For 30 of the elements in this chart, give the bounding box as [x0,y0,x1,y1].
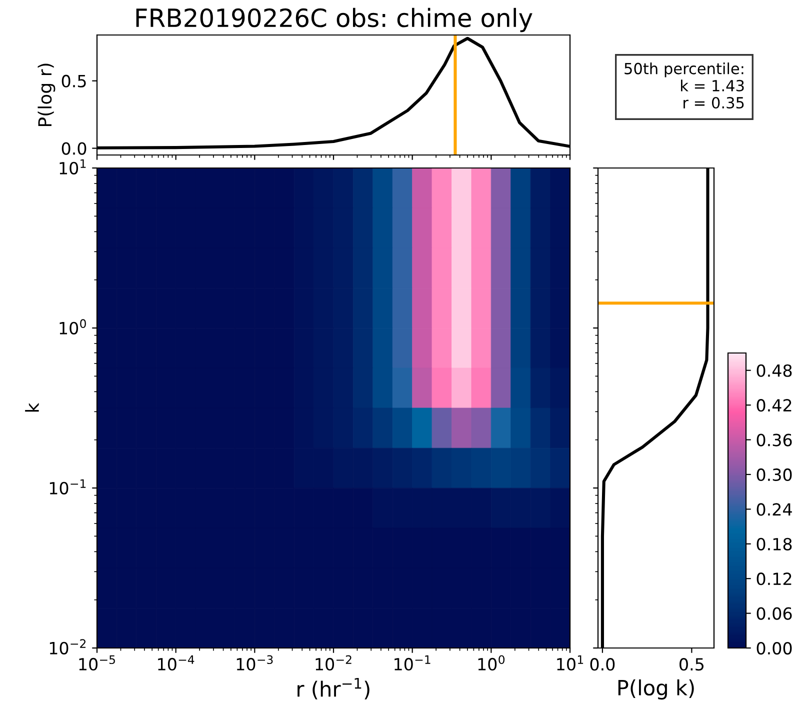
x-axis-title: P(log k) [618,679,694,700]
x-tick-label: 10$^{1}$ [557,655,584,671]
color-bar-label: 0.06 [756,607,792,620]
color-bar-label: 0.48 [756,364,792,377]
y-axis-title: P(log r) [38,64,56,126]
x-tick-label: 10$^{−3}$ [236,655,273,670]
y-tick-label: 10$^{−1}$ [50,479,86,494]
color-bar-label: 0.42 [756,399,792,412]
x-axis-title: r (hr$^{−1}$) [298,678,370,700]
y-tick-label: 10$^{1}$ [60,159,86,174]
color-bar-label: 0.30 [756,468,792,482]
color-bar-label: 0.36 [756,434,792,446]
color-bar-label: 0.24 [756,503,792,516]
x-tick-label: 0.5 [680,658,704,671]
x-tick-label: 10$^{0}$ [478,655,505,670]
color-bar-label: 0.00 [756,642,792,655]
text: 50th percentile: k = 1.43 r = 0.35 [624,62,744,109]
y-tick-label: 0.0 [62,142,86,155]
color-bar-label: 0.12 [756,572,792,586]
x-tick-label: 10$^{−5}$ [79,655,115,671]
chart-title: FRB20190226C obs: chime only [136,8,532,32]
x-tick-label: 0.0 [590,658,615,671]
y-tick-label: 0.5 [62,74,86,88]
x-tick-label: 10$^{−2}$ [316,655,352,670]
y-tick-label: 10$^{−2}$ [50,639,86,654]
y-tick-label: 10$^{0}$ [60,319,86,334]
x-tick-label: 10$^{−1}$ [394,655,430,671]
x-tick-label: 10$^{−4}$ [158,655,194,671]
y-axis-title: k [25,402,39,412]
color-bar-label: 0.18 [756,538,792,550]
